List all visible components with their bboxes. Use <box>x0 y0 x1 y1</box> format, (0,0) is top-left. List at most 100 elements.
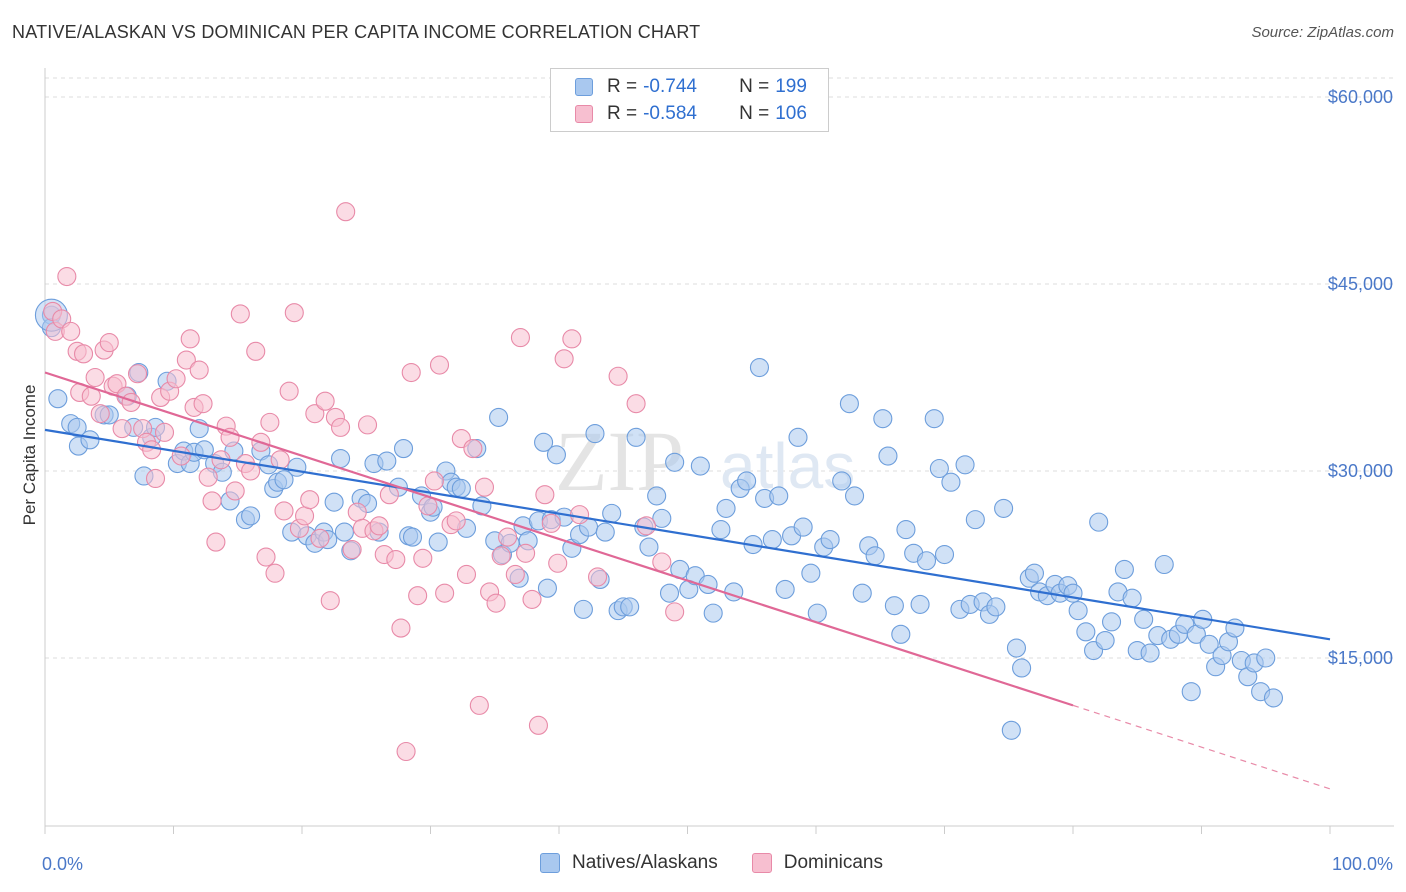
legend-n-value: 199 <box>775 76 807 97</box>
series-swatch-dominicans <box>751 853 772 873</box>
data-point <box>342 539 362 560</box>
data-point <box>929 458 949 479</box>
data-point <box>865 546 885 566</box>
data-point <box>498 527 518 547</box>
watermark: ZIP atlas <box>555 413 855 509</box>
x-tick-label: 100.0% <box>1332 854 1393 874</box>
data-point <box>546 445 566 465</box>
data-point <box>80 430 100 450</box>
trend-line-extension <box>1072 704 1331 790</box>
x-tick-label: 0.0% <box>42 854 83 874</box>
data-point <box>451 478 471 499</box>
data-point <box>537 578 557 598</box>
data-point <box>330 448 351 469</box>
data-point <box>703 603 723 623</box>
series-legend-dominicans: Dominicans <box>751 852 883 874</box>
data-point <box>965 510 985 530</box>
data-point <box>166 369 186 389</box>
data-point <box>737 471 757 491</box>
data-point <box>336 202 356 222</box>
data-point <box>408 586 428 606</box>
data-point <box>176 350 196 370</box>
y-tick-label: $60,000 <box>1328 87 1393 107</box>
data-point <box>90 404 110 424</box>
data-point <box>429 355 450 375</box>
x-tick-labels: 0.0% 100.0% <box>42 854 1393 874</box>
data-point <box>369 516 389 536</box>
data-point <box>749 357 770 378</box>
data-point <box>1181 682 1201 702</box>
correlation-legend: R = -0.744 N = 199 R = -0.584 N = 106 <box>550 68 829 132</box>
y-tick-label: $30,000 <box>1328 461 1393 481</box>
data-point <box>1114 559 1134 580</box>
data-point <box>793 517 813 537</box>
legend-r-label: R = <box>607 76 638 97</box>
y-tick-label: $15,000 <box>1328 648 1393 668</box>
legend-n-label: N = <box>739 103 770 124</box>
data-point <box>202 491 222 511</box>
legend-row-dominicans: R = -0.584 N = 106 <box>575 102 807 126</box>
data-point <box>626 427 646 447</box>
legend-n-label: N = <box>739 76 770 97</box>
data-point <box>315 391 335 411</box>
data-point <box>300 490 320 510</box>
data-point <box>127 364 148 384</box>
data-point <box>941 472 961 492</box>
data-point <box>357 415 378 435</box>
y-tick-labels: $15,000 $30,000 $45,000 $60,000 <box>1328 87 1393 668</box>
data-point <box>61 321 81 341</box>
data-point <box>769 486 789 506</box>
data-point <box>1199 634 1219 654</box>
data-point <box>310 528 330 548</box>
legend-swatch-natives <box>575 78 593 96</box>
data-point <box>832 471 852 491</box>
data-point <box>659 583 680 603</box>
data-point <box>456 564 477 585</box>
data-point <box>401 362 421 383</box>
data-point <box>402 527 423 547</box>
data-point <box>626 394 646 414</box>
data-point <box>1076 622 1096 642</box>
chart-source: Source: ZipAtlas.com <box>1251 24 1394 41</box>
data-point <box>1122 588 1142 608</box>
legend-n-value: 106 <box>775 103 807 124</box>
data-point <box>67 417 87 437</box>
data-point <box>994 498 1014 518</box>
data-point <box>711 520 731 540</box>
data-point <box>305 404 325 424</box>
data-point <box>1006 638 1027 658</box>
data-point <box>1001 720 1021 740</box>
data-point <box>379 485 399 505</box>
data-point <box>801 563 821 583</box>
data-point <box>528 715 548 735</box>
data-point <box>287 457 307 477</box>
data-point <box>154 422 175 442</box>
data-point <box>1012 658 1032 678</box>
series-label-dominicans: Dominicans <box>783 852 883 873</box>
data-point <box>1256 648 1276 668</box>
data-point <box>274 501 294 521</box>
data-point <box>320 591 340 611</box>
chart-title: NATIVE/ALASKAN VS DOMINICAN PER CAPITA I… <box>12 22 701 42</box>
data-point <box>193 394 213 414</box>
data-point <box>189 360 209 380</box>
data-point <box>639 537 659 557</box>
data-point <box>716 498 736 518</box>
data-point <box>284 303 304 323</box>
data-point <box>620 597 640 617</box>
data-point <box>896 520 916 540</box>
gridlines <box>45 77 1394 659</box>
data-point <box>230 304 250 324</box>
data-point <box>57 266 77 287</box>
data-point <box>587 567 608 587</box>
data-point <box>112 419 132 439</box>
data-point <box>516 543 536 563</box>
trend-line <box>44 371 1074 707</box>
data-point <box>474 477 495 497</box>
data-point <box>986 597 1006 617</box>
data-point <box>570 505 590 525</box>
data-point <box>852 583 872 603</box>
trend-line <box>44 428 1331 641</box>
legend-r-value: -0.744 <box>643 76 697 97</box>
